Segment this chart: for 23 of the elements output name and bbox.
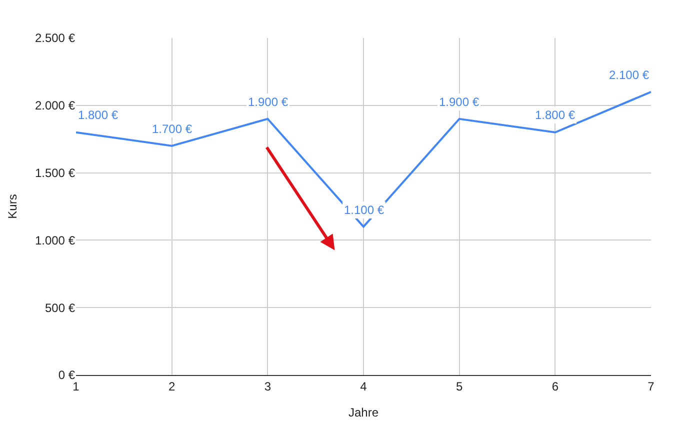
- data-label: 1.100 €: [344, 203, 384, 217]
- data-label: 1.700 €: [152, 122, 192, 136]
- y-tick-label: 500 €: [44, 300, 76, 315]
- x-tick-label: 7: [648, 379, 655, 394]
- x-tick-label: 6: [552, 379, 559, 394]
- y-tick-label: 1.500 €: [34, 166, 76, 180]
- y-tick-label: 2.000 €: [34, 98, 76, 113]
- x-tick-label: 5: [456, 379, 463, 394]
- x-axis-title: Jahre: [348, 405, 379, 420]
- data-label: 2.100 €: [609, 68, 650, 82]
- data-label: 1.800 €: [78, 108, 118, 122]
- line-series: [76, 90, 651, 228]
- x-tick-label: 3: [264, 379, 272, 394]
- x-tick-label: 1: [72, 379, 80, 394]
- data-label: 1.900 €: [248, 95, 288, 109]
- y-tick-label: 2.500 €: [34, 31, 76, 46]
- data-label: 1.800 €: [535, 108, 576, 122]
- y-axis-title: Kurs: [5, 194, 20, 219]
- y-tick-label: 0 €: [58, 368, 76, 382]
- x-tick-label: 4: [360, 379, 368, 394]
- y-tick-label: 1.000 €: [34, 233, 76, 248]
- data-label: 1.900 €: [439, 95, 480, 109]
- x-tick-label: 2: [168, 379, 176, 394]
